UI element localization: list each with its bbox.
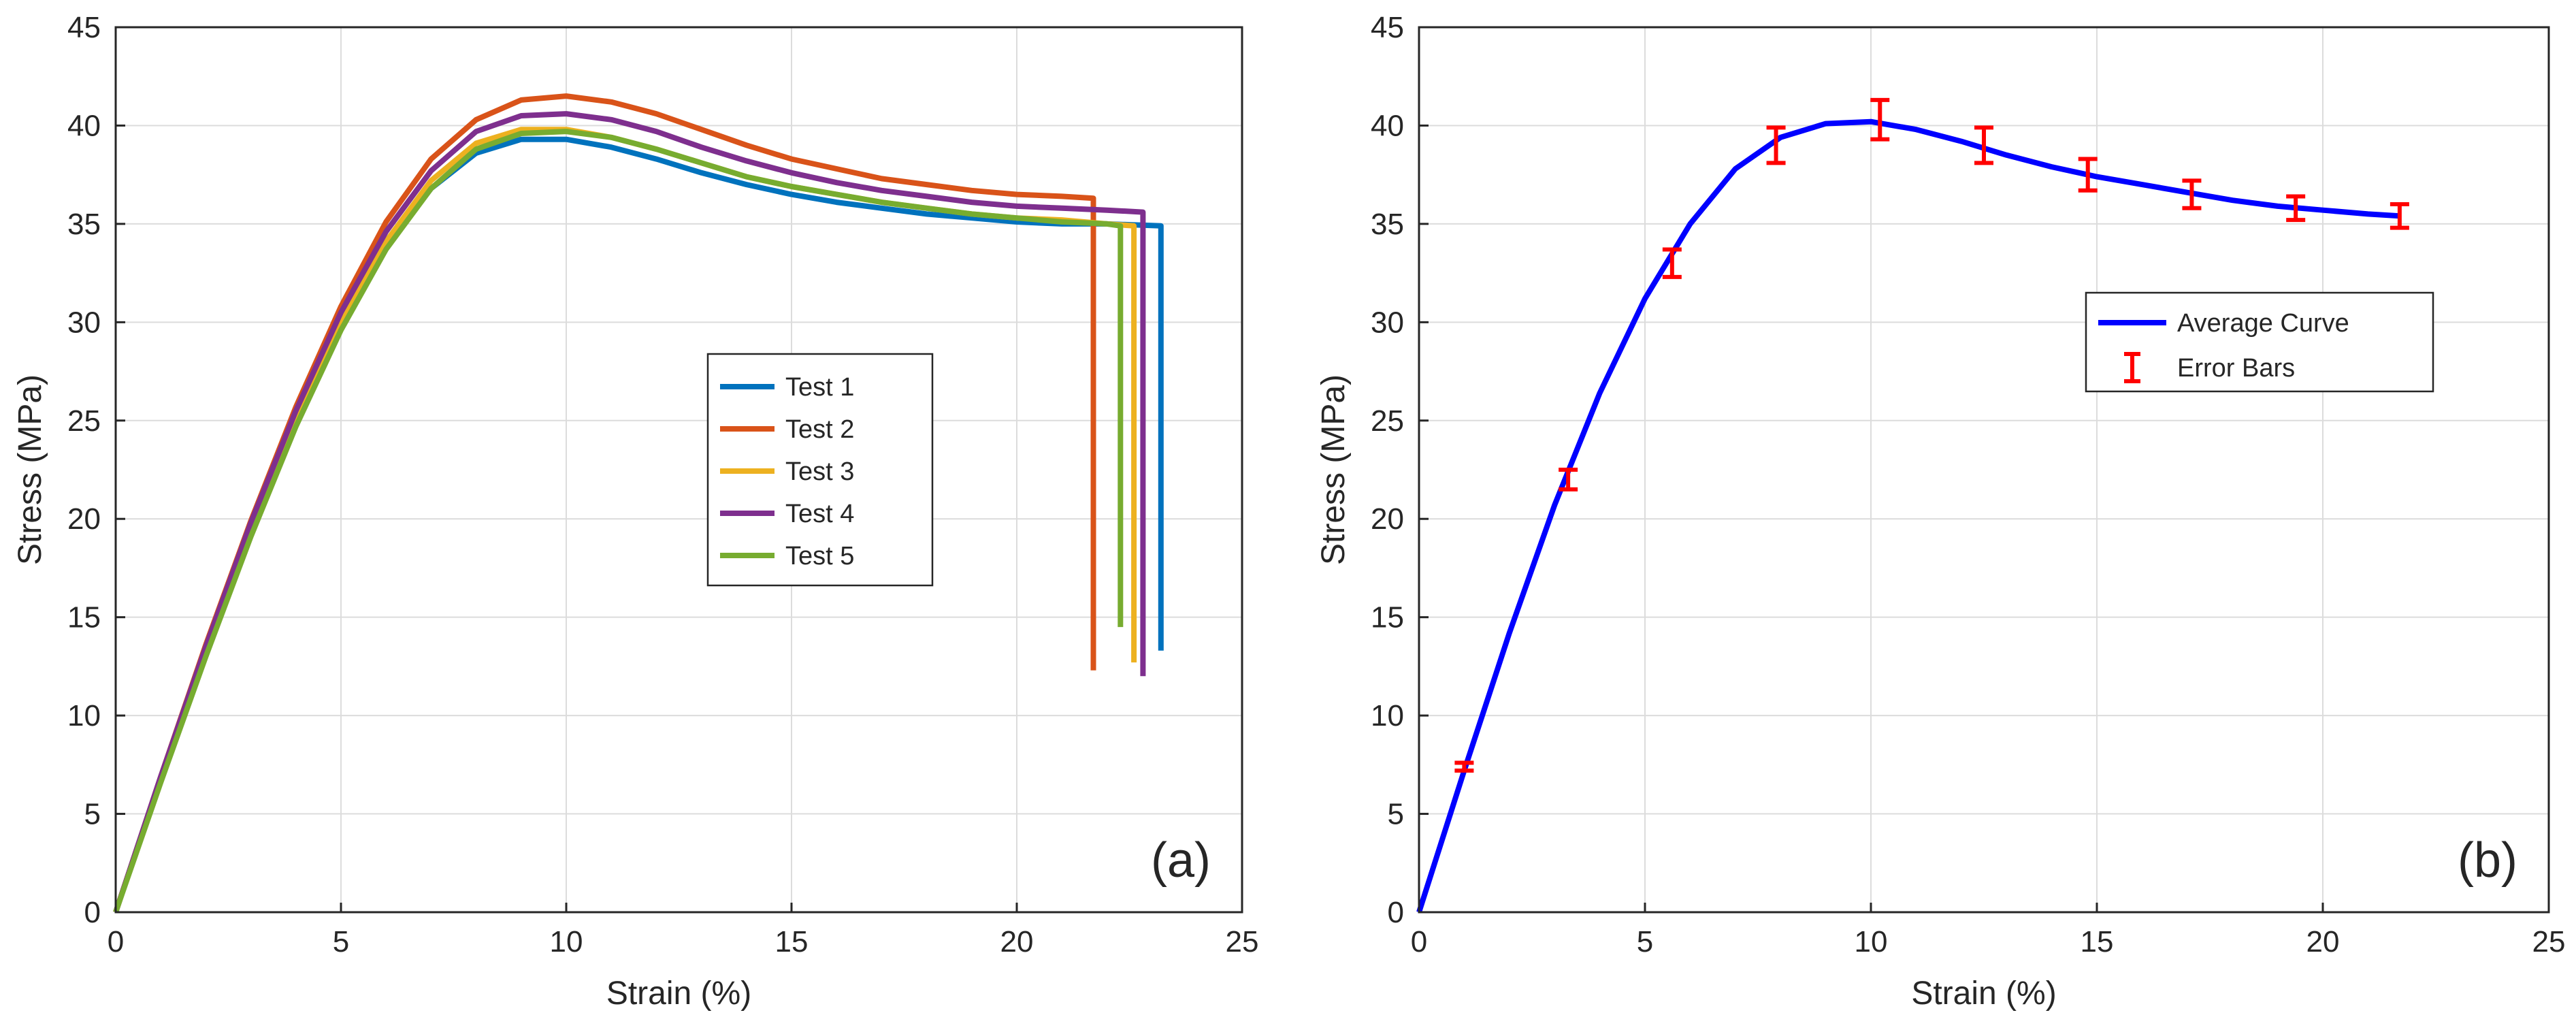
y-tick-label: 45 [1371,11,1404,44]
y-tick-label: 30 [1371,306,1404,339]
series-line-test-4 [113,111,1146,914]
y-tick-label: 25 [1371,404,1404,438]
x-axis-label: Strain (%) [606,975,751,1012]
y-tick-label: 35 [1371,208,1404,241]
series-line-test-5 [113,129,1124,914]
y-tick-label: 30 [67,306,101,339]
y-tick-label: 0 [84,896,101,929]
y-tick-label: 20 [1371,502,1404,536]
y-tick-label: 45 [67,11,101,44]
x-tick-label: 25 [1226,925,1259,958]
y-tick-label: 25 [67,404,101,438]
legend-entry-label: Test 1 [785,373,854,402]
x-tick-label: 10 [550,925,583,958]
axes-box [1418,26,2550,914]
y-tick-label: 15 [1371,601,1404,634]
x-tick-label: 10 [1855,925,1888,958]
plot-area [1419,27,2549,912]
panel-label: (b) [2458,833,2517,888]
y-axis-label: Stress (MPa) [12,374,48,565]
x-tick-label: 5 [333,925,349,958]
x-tick-label: 20 [1000,925,1034,958]
x-tick-label: 5 [1637,925,1653,958]
axes-box [114,26,1243,914]
x-tick-label: 0 [108,925,124,958]
y-tick-label: 40 [67,109,101,142]
series-line-average-curve [1416,118,2400,914]
y-tick-label: 0 [1388,896,1404,929]
legend-entry-label: Test 2 [785,415,854,444]
legend-entry-label: Test 5 [785,542,854,570]
y-axis-label: Stress (MPa) [1316,374,1352,565]
y-tick-label: 5 [1388,798,1404,831]
y-tick-label: 40 [1371,109,1404,142]
y-tick-label: 10 [67,699,101,732]
legend: Average Curve Error Bars [2085,291,2434,393]
legend-entry-label: Test 4 [785,500,854,528]
x-tick-label: 15 [2081,925,2114,958]
y-tick-label: 20 [67,502,101,536]
x-tick-label: 15 [775,925,809,958]
panel-b: 0 5 10 15 20 25 0 5 10 15 20 25 30 35 40 45 Strain (%) St… [1316,11,2565,1012]
panel-label: (a) [1151,833,1211,888]
y-tick-label: 35 [67,208,101,241]
legend-entry-label: Test 3 [785,457,854,486]
panel-a: 0 5 10 15 20 25 0 5 10 15 20 25 30 35 40 45 Strain (%) St… [12,11,1258,1012]
plot-area [116,27,1242,912]
y-tick-label: 15 [67,601,101,634]
y-tick-label: 10 [1371,699,1404,732]
y-tick-label: 5 [84,798,101,831]
legend-entry-label: Error Bars [2177,354,2295,383]
legend-entry-label: Average Curve [2177,309,2349,338]
legend: Test 1 Test 2 Test 3 Test 4 Test 5 [706,353,934,587]
x-tick-label: 20 [2306,925,2340,958]
x-tick-label: 25 [2532,925,2566,958]
x-axis-label: Strain (%) [1911,975,2056,1012]
x-tick-label: 0 [1411,925,1427,958]
legend-box [2085,291,2434,393]
